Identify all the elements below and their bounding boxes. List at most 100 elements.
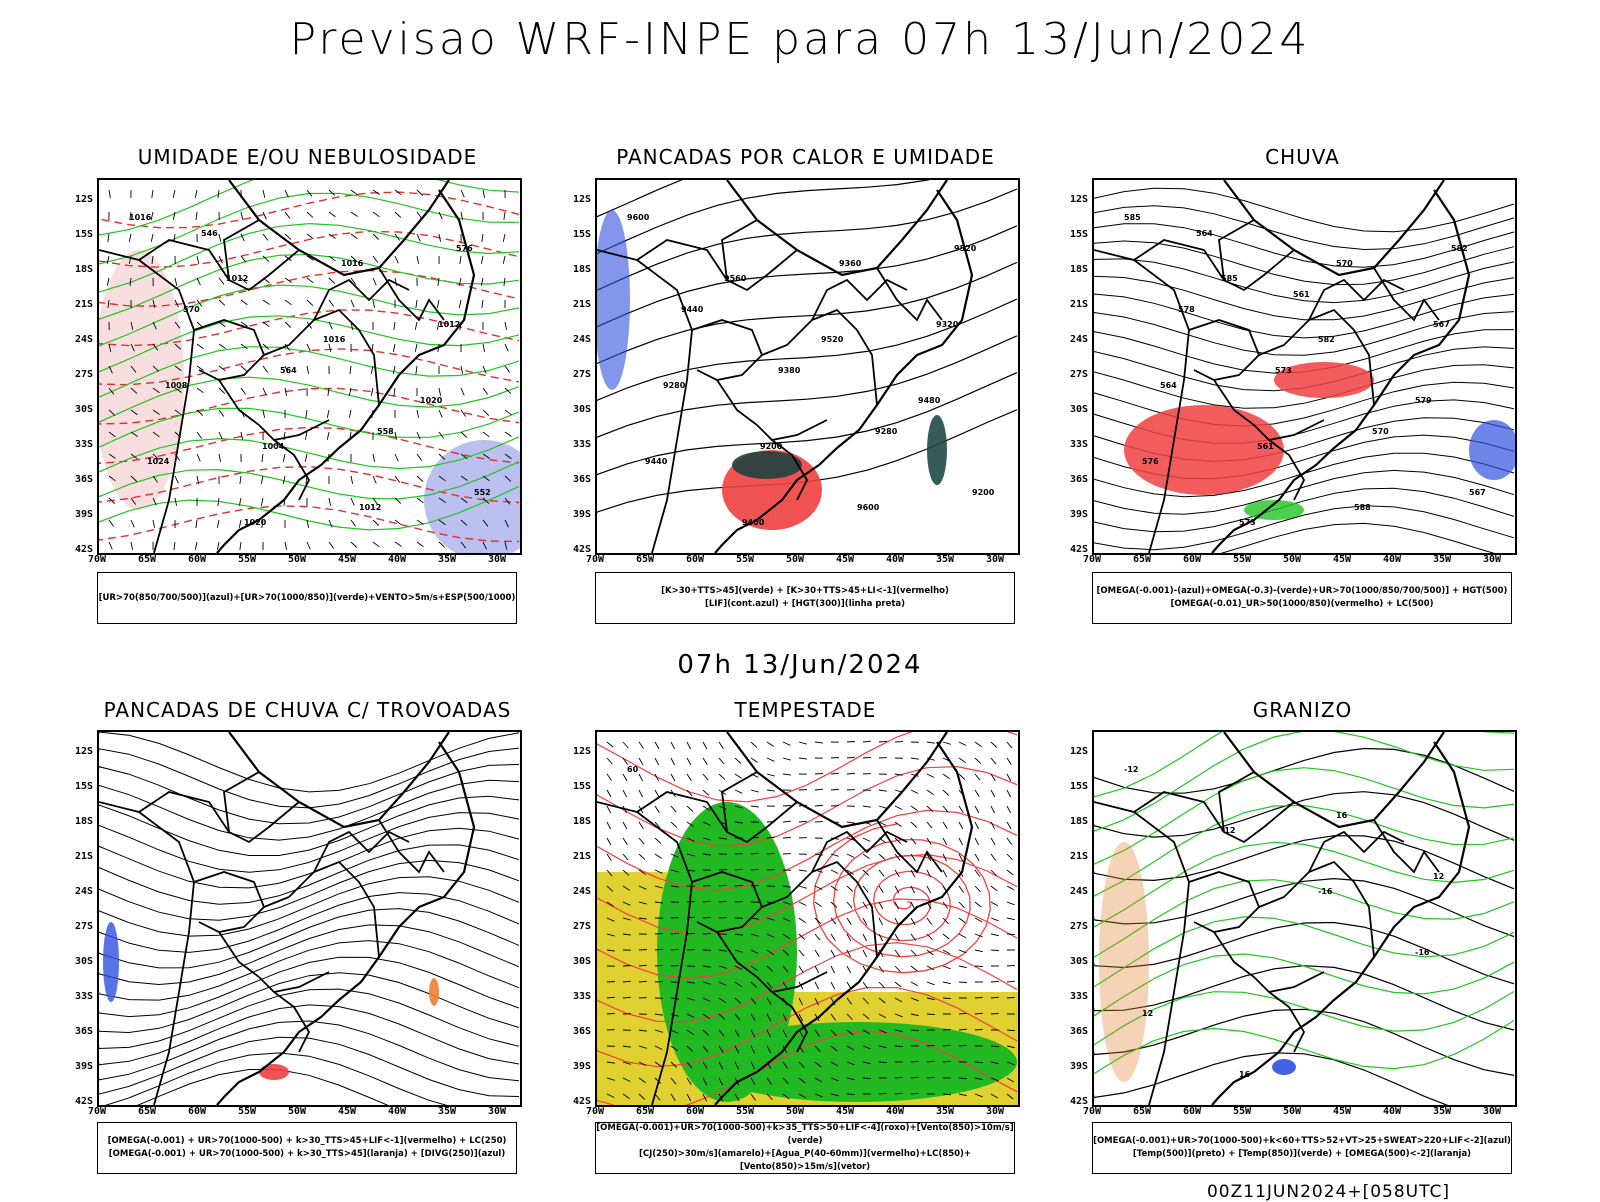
wind-vector — [671, 822, 677, 827]
wind-vector — [483, 432, 489, 437]
wind-vector — [373, 278, 376, 285]
wind-vector — [351, 190, 357, 195]
wind-vector — [306, 410, 307, 418]
longitude-label: 35W — [427, 554, 467, 565]
wind-vector — [415, 344, 417, 352]
contour-label: 1016 — [341, 259, 364, 268]
wind-vector — [799, 790, 807, 791]
panel-title: PANCADAS DE CHUVA C/ TROVOADAS — [97, 698, 518, 722]
latitude-label: 39S — [63, 509, 93, 520]
wind-vector — [219, 256, 222, 263]
wind-vector — [417, 212, 422, 219]
wind-vector — [241, 366, 247, 372]
wind-vector — [863, 838, 870, 842]
wind-vector — [975, 790, 979, 797]
temp850-contour — [1094, 732, 1514, 1080]
wind-vector — [703, 790, 709, 795]
wind-vector — [329, 498, 331, 506]
wind-vector — [329, 300, 334, 307]
wind-vector — [959, 902, 965, 908]
wind-vector — [483, 344, 485, 352]
longitude-label: 30W — [477, 1106, 517, 1117]
wind-vector — [262, 454, 263, 462]
wind-vector — [349, 410, 351, 418]
thunderstorm-area — [259, 1064, 289, 1080]
state-border — [722, 220, 757, 280]
wind-vector — [1007, 965, 1015, 966]
wind-vector — [671, 742, 675, 749]
wind-vector — [504, 212, 505, 220]
state-border — [1189, 872, 1259, 932]
wind-vector — [393, 344, 395, 352]
wind-vector — [751, 758, 758, 762]
legend-line: [Temp(500)](preto) + [Temp(850)](verde) … — [1093, 1148, 1511, 1161]
wind-vector — [991, 918, 999, 921]
wind-vector — [895, 806, 902, 810]
latitude-label: 36S — [63, 474, 93, 485]
longitude-label: 70W — [1072, 554, 1112, 565]
latitude-label: 12S — [63, 746, 93, 757]
wind-vector — [863, 1078, 871, 1079]
wind-vector — [240, 476, 241, 484]
latitude-label: 36S — [561, 474, 591, 485]
longitude-label: 30W — [1472, 554, 1512, 565]
wind-vector — [943, 982, 951, 984]
latitude-label: 12S — [1058, 746, 1088, 757]
wind-vector — [975, 886, 981, 892]
wind-vector — [719, 758, 724, 764]
wind-vector — [503, 256, 505, 264]
latitude-label: 33S — [561, 439, 591, 450]
wind-vector — [751, 790, 759, 792]
contour-label: 12 — [1142, 1009, 1153, 1018]
contour-label: 585 — [1221, 274, 1238, 283]
wind-vector — [655, 854, 662, 858]
wind-vector — [504, 278, 505, 286]
wind-vector — [735, 774, 742, 778]
wind-vector — [417, 542, 423, 547]
longitude-label: 40W — [875, 554, 915, 565]
wind-vector — [959, 918, 965, 923]
wind-vector — [307, 212, 313, 217]
wind-vector — [417, 454, 422, 461]
wind-vector — [991, 886, 997, 891]
wind-vector — [307, 542, 310, 549]
wind-vector — [991, 950, 999, 951]
state-border — [139, 792, 299, 842]
wind-vector — [863, 950, 867, 957]
wind-vector — [307, 278, 313, 283]
contour-label: 1016 — [129, 213, 152, 222]
wind-vector — [373, 212, 379, 217]
wind-vector — [483, 388, 488, 395]
state-border — [637, 240, 797, 290]
wind-vector — [879, 741, 887, 742]
longitude-label: 65W — [127, 554, 167, 565]
wind-vector — [417, 476, 423, 482]
wind-vector — [975, 902, 981, 907]
longitude-label: 55W — [725, 1106, 765, 1117]
wind-vector — [847, 757, 855, 758]
wind-vector — [327, 432, 329, 440]
wind-vector — [975, 997, 983, 998]
wind-vector — [879, 790, 887, 791]
wind-vector — [655, 934, 663, 935]
longitude-label: 35W — [1422, 1106, 1462, 1117]
wind-vector — [415, 322, 417, 330]
latitude-label: 39S — [561, 1061, 591, 1072]
wind-vector — [1007, 838, 1012, 845]
wind-vector — [815, 902, 822, 907]
wind-vector — [767, 758, 774, 761]
panel-legend: [UR>70(850/700/500)](azul)+[UR>70(1000/8… — [97, 572, 517, 624]
latitude-label: 15S — [561, 229, 591, 240]
contour-label: 1020 — [420, 396, 443, 405]
state-border — [1134, 792, 1294, 842]
longitude-label: 55W — [227, 554, 267, 565]
contour-label: 9600 — [857, 503, 880, 512]
wind-vector — [975, 950, 983, 952]
wind-vector — [173, 190, 175, 198]
wind-vector — [175, 278, 177, 286]
wind-vector — [911, 982, 918, 986]
wind-vector — [283, 476, 285, 484]
state-border — [264, 862, 379, 957]
latitude-label: 30S — [63, 404, 93, 415]
wind-vector — [943, 838, 947, 845]
